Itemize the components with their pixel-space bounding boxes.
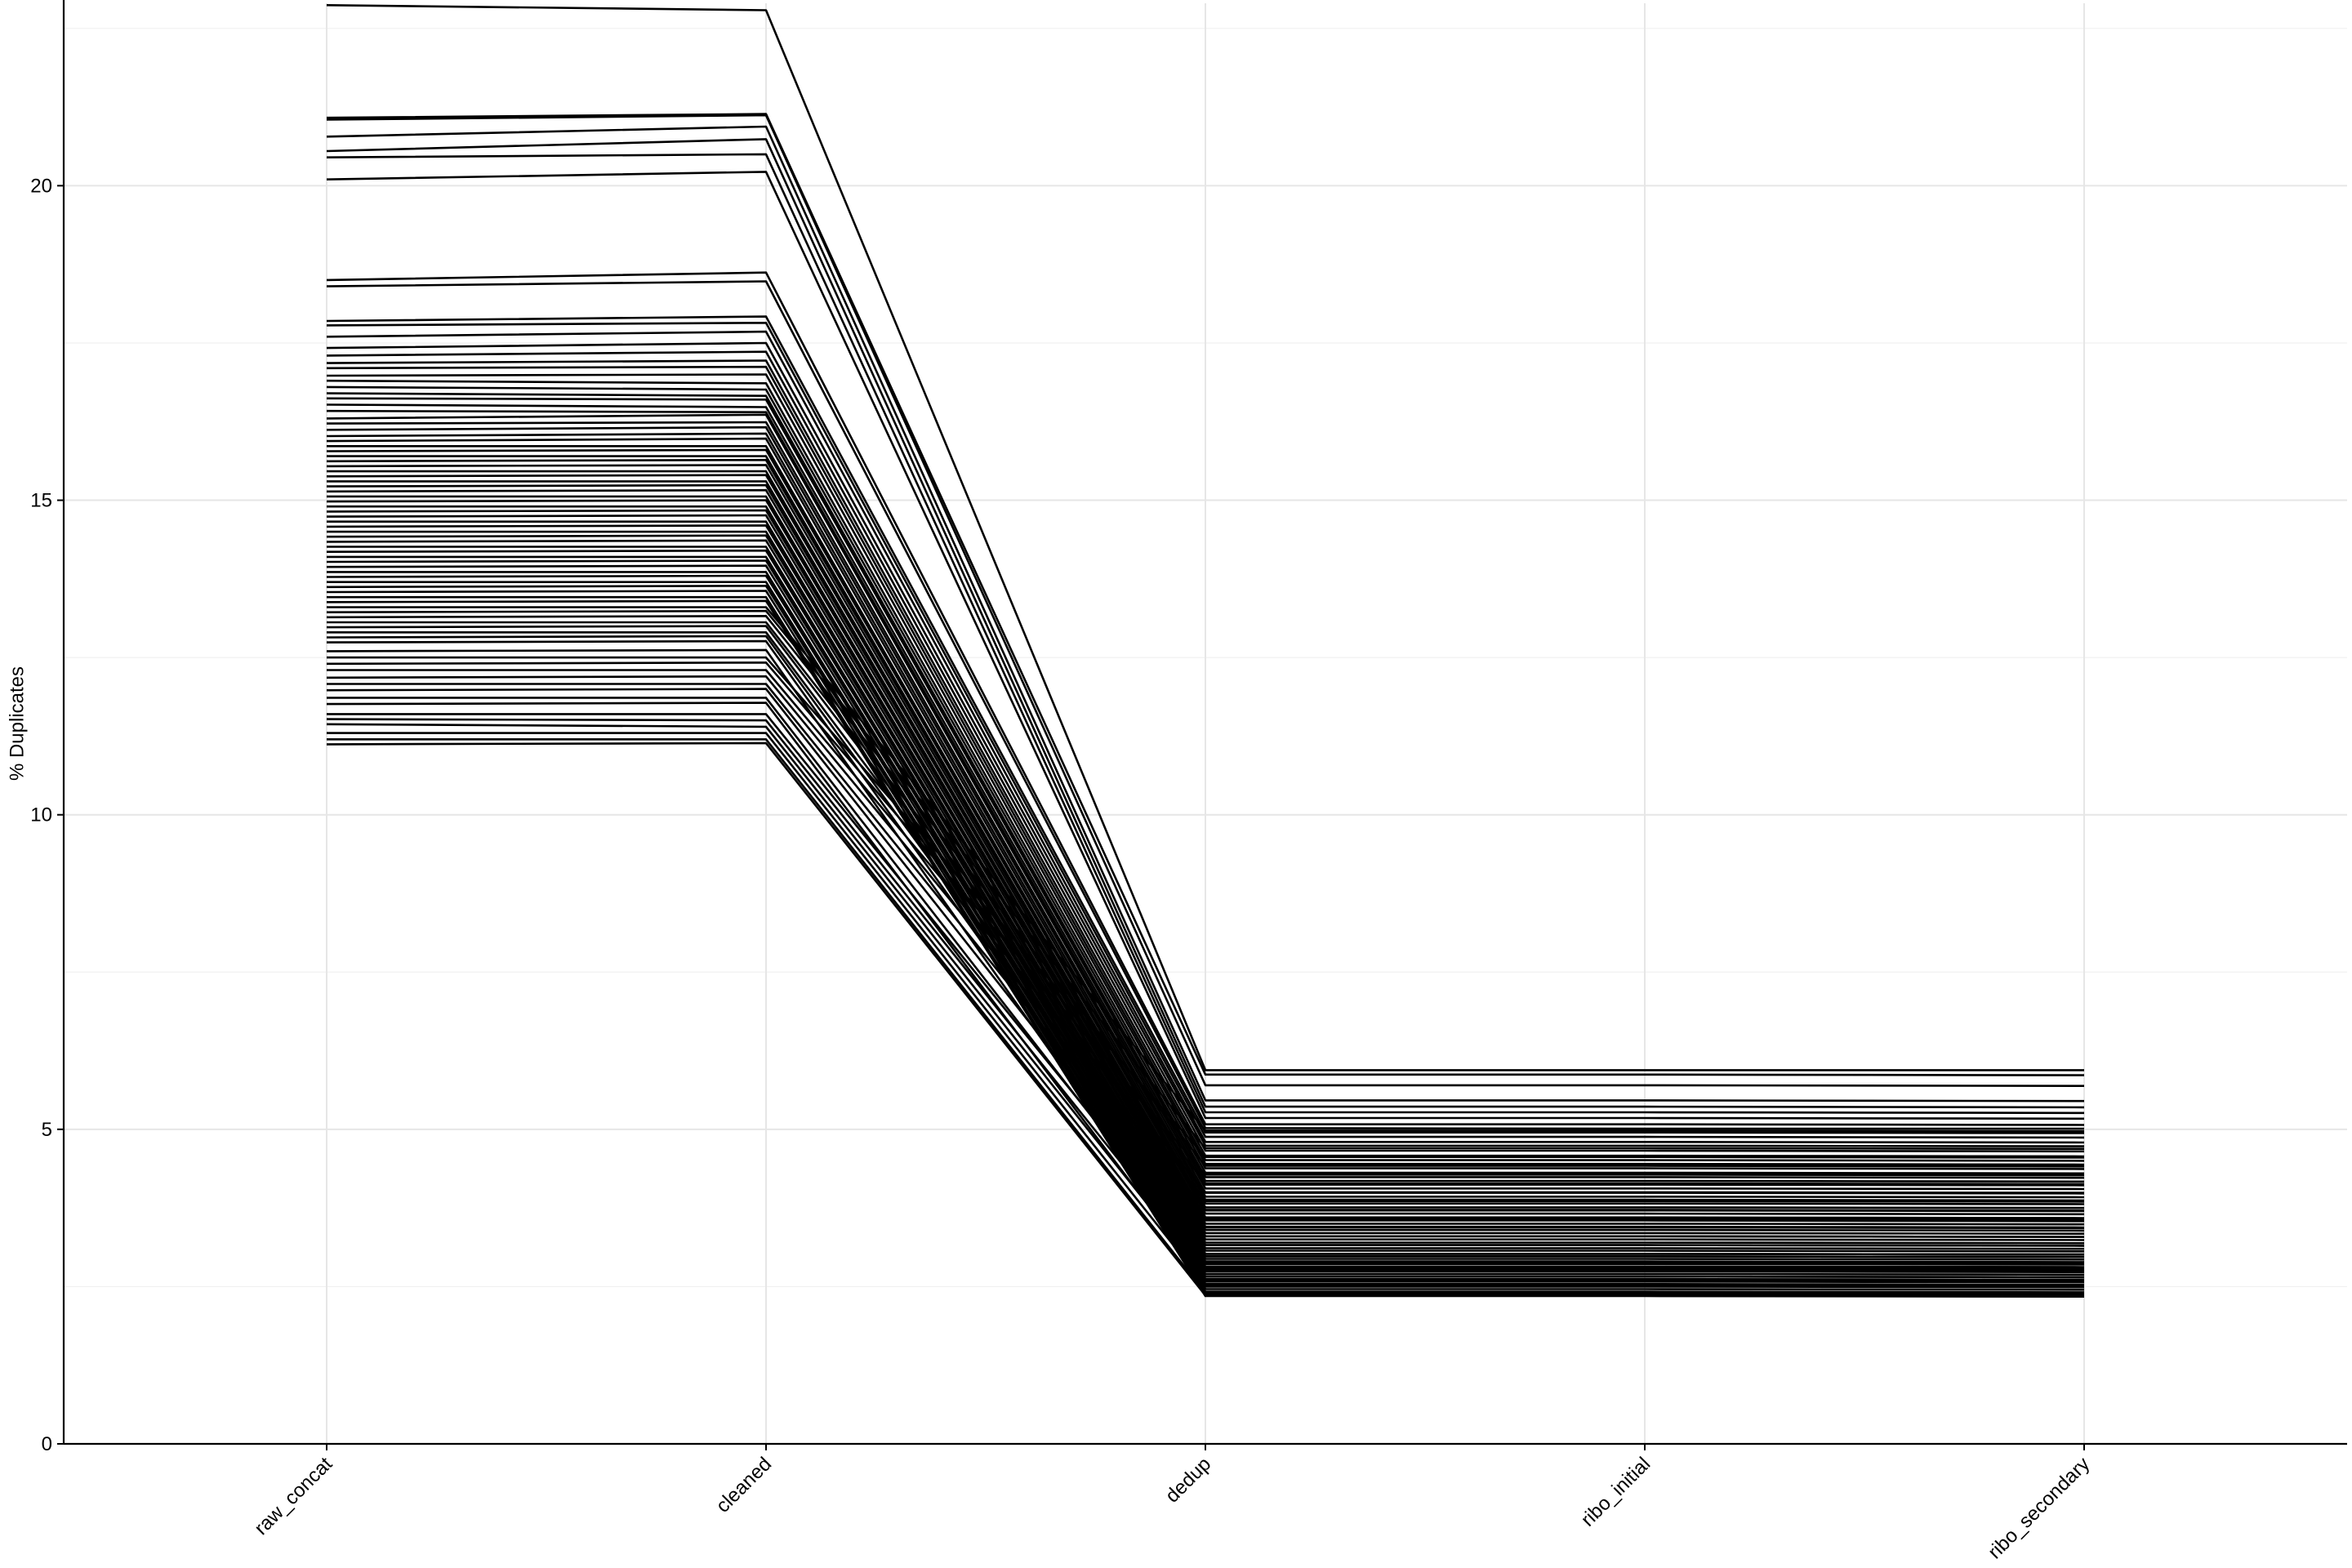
series-line xyxy=(326,373,2085,1166)
series-line xyxy=(326,509,2085,1253)
series-line xyxy=(327,606,2085,1133)
series-line xyxy=(326,321,2085,1139)
x-tick-label: ribo_secondary xyxy=(1984,1453,2094,1563)
series-line xyxy=(326,742,2085,1298)
x-tick-label: ribo_initial xyxy=(1577,1453,1655,1531)
x-tick-label: cleaned xyxy=(712,1453,777,1517)
y-tick-label: 10 xyxy=(30,804,52,826)
series-line xyxy=(326,330,2085,1144)
series-line xyxy=(327,713,2085,1258)
y-tick-label: 5 xyxy=(42,1119,52,1141)
series-line xyxy=(326,4,2084,1071)
series-line xyxy=(326,350,2085,1153)
series-line xyxy=(326,385,2085,1175)
series-line xyxy=(327,495,2085,1245)
series-line xyxy=(327,737,2085,1295)
series-line xyxy=(326,635,2085,1238)
series-line xyxy=(326,474,2085,1232)
y-tick-label: 20 xyxy=(30,175,52,197)
series-line xyxy=(326,614,2085,1168)
series-line xyxy=(326,153,2085,1115)
series-line xyxy=(327,571,2085,1284)
series-line xyxy=(326,718,2085,1270)
series-line xyxy=(326,392,2085,1179)
series-line xyxy=(326,661,2085,1177)
series-line xyxy=(326,432,2085,1205)
series-line xyxy=(326,458,2085,1223)
series-line xyxy=(326,702,2085,1282)
series-line xyxy=(326,448,2085,1216)
series-line xyxy=(327,505,2085,1250)
series-line xyxy=(326,125,2085,1102)
series-line xyxy=(327,656,2085,1159)
series-line xyxy=(326,271,2085,1126)
x-tick-label: raw_concat xyxy=(250,1453,336,1539)
series-line xyxy=(326,397,2085,1183)
series-line xyxy=(326,341,2085,1147)
y-tick-label: 15 xyxy=(30,490,52,512)
series-line xyxy=(327,683,2085,1230)
series-line xyxy=(326,171,2085,1120)
series-line xyxy=(326,534,2085,1266)
series-line xyxy=(326,648,2085,1272)
series-line xyxy=(326,488,2085,1241)
series-line xyxy=(326,524,2085,1261)
y-ticks: 0 5 10 15 20 xyxy=(30,175,64,1455)
series-line xyxy=(327,555,2085,1276)
series-line xyxy=(326,379,2085,1170)
series-line xyxy=(327,630,2085,1221)
series-group xyxy=(326,4,2085,1298)
x-tick-label: dedup xyxy=(1161,1453,1215,1507)
series-line xyxy=(326,549,2085,1273)
series-line xyxy=(326,437,2085,1209)
series-line xyxy=(327,581,2085,1289)
series-line xyxy=(326,138,2085,1109)
series-line xyxy=(327,621,2085,1186)
y-axis-title: % Duplicates xyxy=(6,666,28,781)
series-line xyxy=(326,639,2085,1256)
series-line xyxy=(326,675,2085,1212)
series-line xyxy=(327,732,2085,1287)
series-line xyxy=(326,723,2085,1279)
series-line xyxy=(327,669,2085,1194)
series-line xyxy=(326,113,2085,1076)
series-line xyxy=(326,409,2085,1191)
x-ticks: raw_concat cleaned dedup ribo_initial ribo_s… xyxy=(250,1444,2094,1563)
series-line xyxy=(326,421,2085,1199)
series-line xyxy=(326,464,2085,1226)
y-tick-label: 0 xyxy=(42,1433,52,1455)
series-line xyxy=(326,403,2085,1187)
series-line xyxy=(327,480,2085,1235)
series-line xyxy=(327,697,2085,1265)
series-line xyxy=(326,280,2084,1130)
series-line xyxy=(326,584,2085,1291)
series-line xyxy=(326,114,2085,1087)
series-line xyxy=(326,609,2085,1150)
series-line xyxy=(326,315,2085,1134)
series-line xyxy=(326,625,2085,1203)
series-line xyxy=(326,365,2085,1162)
series-line xyxy=(326,688,2085,1247)
